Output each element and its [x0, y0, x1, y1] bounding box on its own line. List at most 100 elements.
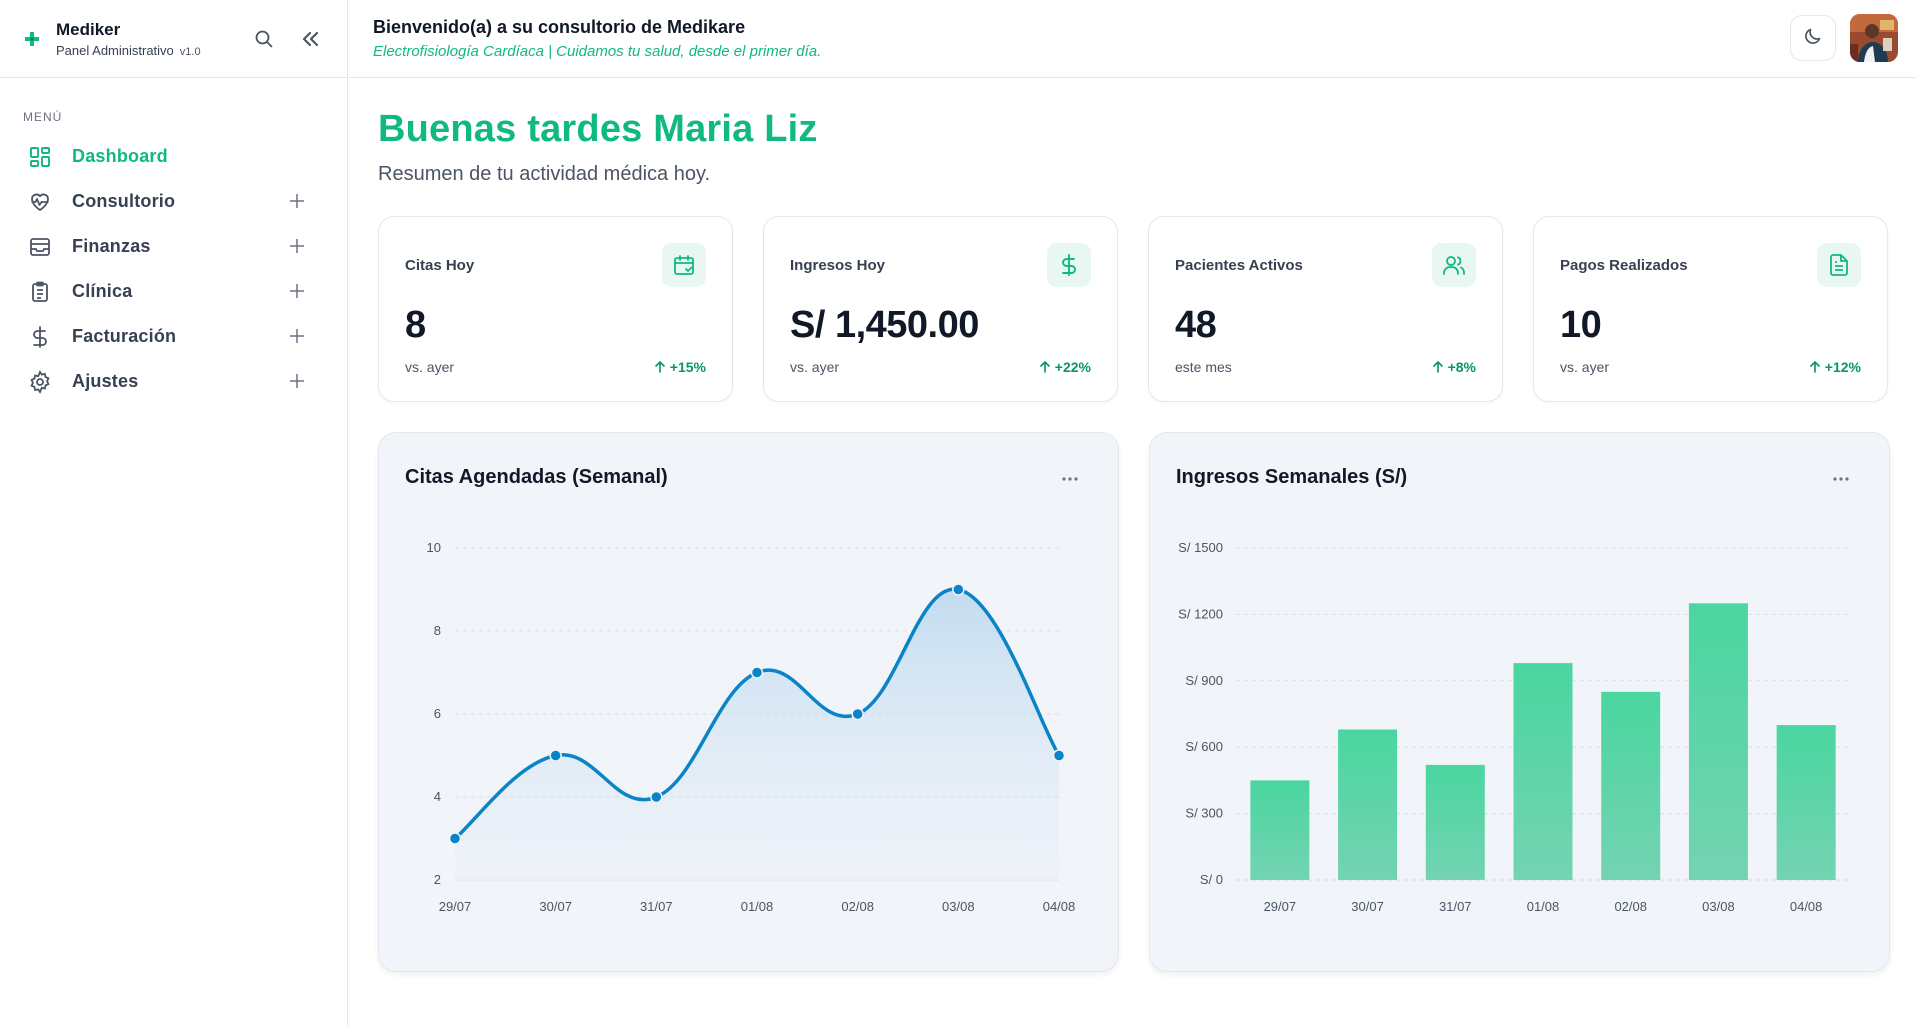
data-point[interactable] [1052, 749, 1066, 762]
expand-plus-icon[interactable] [287, 191, 307, 211]
moon-icon [1803, 26, 1823, 51]
x-tick-label: 01/08 [741, 899, 774, 914]
stats-cards: Citas Hoy 8 vs. ayer +15% Ingresos Hoy [378, 216, 1890, 402]
sidebar-item-label: Finanzas [72, 236, 151, 256]
user-avatar[interactable] [1850, 14, 1898, 62]
sidebar-item-consultorio[interactable]: Consultorio [16, 179, 331, 224]
data-point[interactable] [750, 666, 764, 679]
bar[interactable] [1601, 691, 1661, 880]
bar[interactable] [1338, 729, 1398, 880]
sidebar-item-dashboard[interactable]: Dashboard [16, 134, 331, 179]
main-content: Buenas tardes Maria Liz Resumen de tu ac… [378, 78, 1890, 972]
brand-version: v1.0 [179, 45, 201, 58]
stat-value: S/ 1,450.00 [790, 304, 979, 346]
arrow-up-icon [1432, 361, 1443, 373]
menu-section-label: MENÚ [23, 110, 63, 124]
stat-note: vs. ayer [405, 359, 455, 375]
stat-card-pagos: Pagos Realizados 10 vs. ayer +12% [1533, 216, 1888, 402]
sidebar-item-label: Dashboard [72, 146, 168, 166]
expand-plus-icon[interactable] [287, 281, 307, 301]
page-subtitle: Resumen de tu actividad médica hoy. [378, 163, 711, 185]
data-point[interactable] [448, 832, 462, 845]
dollar-icon [28, 325, 52, 349]
sidebar-item-finanzas[interactable]: Finanzas [16, 224, 331, 269]
stat-note: vs. ayer [790, 359, 840, 375]
expand-plus-icon[interactable] [287, 326, 307, 346]
more-options-icon[interactable] [1829, 469, 1853, 489]
stat-card-pacientes: Pacientes Activos 48 este mes +8% [1148, 216, 1503, 402]
brand-header: Mediker Panel Administrativo v1.0 [0, 0, 347, 78]
dollar-icon [1047, 243, 1091, 287]
stat-note: vs. ayer [1560, 359, 1610, 375]
expand-plus-icon[interactable] [287, 236, 307, 256]
stat-delta: +15% [654, 359, 706, 375]
stat-card-citas: Citas Hoy 8 vs. ayer +15% [378, 216, 733, 402]
x-tick-label: 03/08 [1702, 899, 1735, 914]
stat-delta: +12% [1809, 359, 1861, 375]
chart-card-ingresos: S/ 0 S/ 300 S/ 600 S/ 900 S/ 1200 S/ 1500 29/0… [1149, 432, 1890, 972]
stat-delta-text: +8% [1447, 359, 1476, 375]
sidebar-item-facturacion[interactable]: Facturación [16, 314, 331, 359]
bar-chart: S/ 0 S/ 300 S/ 600 S/ 900 S/ 1200 S/ 1500 29/0… [1178, 540, 1850, 914]
theme-toggle-button[interactable] [1790, 15, 1836, 61]
medical-cross-icon [22, 29, 42, 49]
data-point[interactable] [851, 707, 864, 721]
y-tick-label: S/ 1500 [1178, 540, 1223, 555]
sidebar-item-ajustes[interactable]: Ajustes [16, 359, 331, 404]
stat-delta-text: +12% [1824, 359, 1861, 375]
sidebar-item-label: Ajustes [72, 371, 139, 391]
y-tick-label: 2 [434, 872, 441, 887]
stat-card-ingresos: Ingresos Hoy S/ 1,450.00 vs. ayer +22% [763, 216, 1118, 402]
bar[interactable] [1688, 603, 1748, 880]
x-tick-label: 04/08 [1043, 899, 1076, 914]
clipboard-icon [28, 280, 52, 304]
brand-actions [251, 26, 323, 52]
x-tick-label: 30/07 [1351, 899, 1384, 914]
bar[interactable] [1250, 780, 1310, 880]
chart-title: Ingresos Semanales (S/) [1176, 466, 1408, 488]
brand-text: Mediker Panel Administrativo v1.0 [56, 20, 201, 58]
x-tick-label: 03/08 [942, 899, 975, 914]
x-tick-label: 31/07 [640, 899, 673, 914]
x-tick-label: 04/08 [1790, 899, 1823, 914]
header-actions [1790, 14, 1898, 62]
stat-value: 48 [1175, 304, 1217, 346]
x-tick-label: 31/07 [1439, 899, 1472, 914]
expand-plus-icon[interactable] [287, 371, 307, 391]
y-tick-label: S/ 300 [1185, 806, 1223, 821]
search-icon[interactable] [251, 26, 277, 52]
stat-delta: +22% [1039, 359, 1091, 375]
stat-delta-text: +22% [1054, 359, 1091, 375]
arrow-up-icon [1039, 361, 1050, 373]
stat-value: 8 [405, 304, 426, 346]
top-header: Bienvenido(a) a su consultorio de Medika… [349, 0, 1916, 78]
users-icon [1432, 243, 1476, 287]
line-area [455, 589, 1059, 880]
bar[interactable] [1776, 725, 1836, 880]
stat-footer: vs. ayer +22% [790, 359, 1091, 375]
heart-pulse-icon [28, 190, 52, 214]
collapse-sidebar-icon[interactable] [297, 26, 323, 52]
wallet-icon [28, 235, 52, 259]
chart-card-citas: 2 4 6 8 10 29/07 30/07 31/07 01/08 02/08 03/08 04/0… [378, 432, 1119, 972]
bar[interactable] [1513, 663, 1573, 880]
stat-label: Citas Hoy [405, 257, 475, 274]
bar[interactable] [1425, 764, 1485, 880]
data-point[interactable] [650, 790, 663, 804]
arrow-up-icon [1809, 361, 1820, 373]
stat-note: este mes [1175, 359, 1232, 375]
sidebar-item-label: Facturación [72, 326, 177, 346]
stat-footer: vs. ayer +15% [405, 359, 706, 375]
dashboard-icon [28, 145, 52, 169]
sidebar-item-clinica[interactable]: Clínica [16, 269, 331, 314]
brand-name: Mediker [56, 19, 121, 39]
data-point[interactable] [549, 749, 562, 762]
stat-footer: este mes +8% [1175, 359, 1476, 375]
stat-footer: vs. ayer +12% [1560, 359, 1861, 375]
y-tick-label: S/ 0 [1200, 872, 1223, 887]
charts-section: 2 4 6 8 10 29/07 30/07 31/07 01/08 02/08 03/08 04/0… [378, 432, 1890, 972]
more-options-icon[interactable] [1058, 469, 1082, 489]
y-tick-label: 10 [427, 540, 441, 555]
data-point[interactable] [952, 583, 965, 596]
